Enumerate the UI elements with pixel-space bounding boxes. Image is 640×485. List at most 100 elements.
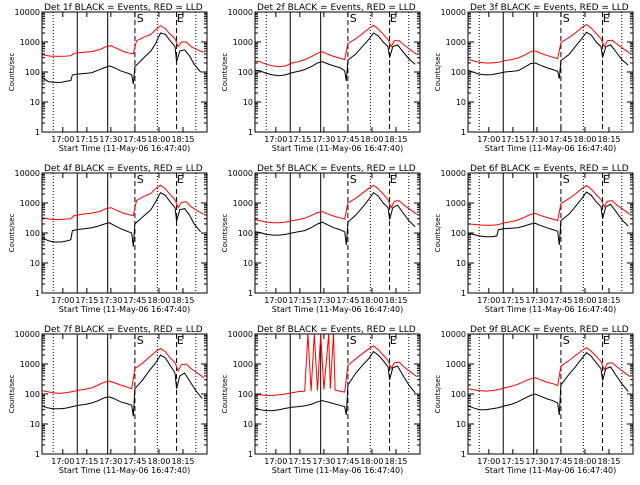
y-axis-label: Counts/sec	[8, 214, 16, 253]
marker-e: E	[177, 334, 184, 347]
x-tick-label: 17:30	[525, 457, 548, 466]
y-tick-label: 1000	[20, 38, 40, 47]
y-tick-label: 100	[451, 390, 466, 399]
y-tick-label: 10	[456, 259, 466, 268]
marker-s: S	[137, 334, 144, 347]
marker-e: E	[177, 173, 184, 186]
series-events	[42, 354, 203, 417]
y-tick-label: 100	[238, 390, 253, 399]
x-axis-label: Start Time (11-May-06 16:47:40)	[485, 305, 616, 314]
y-tick-label: 1	[461, 289, 466, 298]
y-axis-label: Counts/sec	[434, 53, 442, 92]
x-tick-label: 17:30	[312, 135, 335, 144]
y-tick-label: 1	[248, 450, 253, 459]
panel-title: Det 8f BLACK = Events, RED = LLD	[257, 325, 416, 335]
y-tick-label: 1000	[446, 199, 466, 208]
x-tick-label: 17:45	[549, 296, 572, 305]
y-tick-label: 1	[35, 289, 40, 298]
y-tick-label: 10	[456, 98, 466, 107]
x-tick-label: 17:15	[75, 135, 98, 144]
x-tick-label: 17:30	[525, 135, 548, 144]
series-lld	[468, 184, 631, 226]
y-tick-label: 1	[248, 289, 253, 298]
y-axis-label: Counts/sec	[434, 214, 442, 253]
x-tick-label: 17:45	[336, 296, 359, 305]
y-tick-label: 10	[30, 98, 40, 107]
series-lld	[468, 23, 631, 64]
y-axis-label: Counts/sec	[221, 214, 229, 253]
marker-s: S	[563, 173, 570, 186]
y-tick-label: 100	[451, 229, 466, 238]
plot-frame	[467, 11, 634, 133]
x-tick-label: 18:00	[360, 457, 383, 466]
x-axis-label: Start Time (11-May-06 16:47:40)	[485, 144, 616, 153]
x-tick-label: 17:15	[288, 296, 311, 305]
marker-s: S	[563, 12, 570, 25]
marker-e: E	[603, 173, 610, 186]
series-events	[255, 192, 416, 245]
marker-e: E	[603, 12, 610, 25]
x-tick-label: 17:15	[288, 457, 311, 466]
x-tick-label: 17:45	[123, 457, 146, 466]
x-axis-label: Start Time (11-May-06 16:47:40)	[485, 466, 616, 475]
y-tick-label: 1000	[233, 360, 253, 369]
plot-frame	[254, 333, 421, 455]
x-tick-label: 18:00	[360, 135, 383, 144]
y-axis-label: Counts/sec	[221, 53, 229, 92]
series-events	[468, 191, 629, 245]
x-tick-label: 17:00	[264, 296, 287, 305]
x-tick-label: 18:15	[597, 135, 620, 144]
y-tick-label: 10000	[15, 169, 40, 178]
x-tick-label: 17:45	[336, 457, 359, 466]
x-tick-label: 18:15	[171, 296, 194, 305]
x-tick-label: 17:15	[75, 457, 98, 466]
x-tick-label: 17:45	[549, 457, 572, 466]
marker-e: E	[177, 12, 184, 25]
x-tick-label: 17:30	[99, 135, 122, 144]
panel-title: Det 2f BLACK = Events, RED = LLD	[257, 3, 416, 13]
x-axis-label: Start Time (11-May-06 16:47:40)	[272, 144, 403, 153]
y-tick-label: 1000	[20, 199, 40, 208]
x-axis-label: Start Time (11-May-06 16:47:40)	[272, 305, 403, 314]
x-tick-label: 17:00	[51, 135, 74, 144]
series-events	[468, 351, 629, 416]
marker-s: S	[350, 12, 357, 25]
x-tick-label: 17:00	[477, 296, 500, 305]
x-tick-label: 18:15	[384, 135, 407, 144]
y-tick-label: 10000	[15, 8, 40, 17]
y-tick-label: 1000	[20, 360, 40, 369]
y-tick-label: 10000	[441, 169, 466, 178]
x-tick-label: 18:15	[171, 135, 194, 144]
y-tick-label: 10000	[228, 8, 253, 17]
x-tick-label: 18:00	[147, 457, 170, 466]
y-tick-label: 1	[35, 128, 40, 137]
series-events	[42, 32, 201, 84]
y-tick-label: 100	[25, 390, 40, 399]
marker-e: E	[603, 334, 610, 347]
y-tick-label: 1000	[446, 38, 466, 47]
y-tick-label: 100	[451, 68, 466, 77]
x-tick-label: 18:15	[171, 457, 194, 466]
series-lld	[42, 25, 204, 57]
marker-e: E	[390, 334, 397, 347]
y-tick-label: 1000	[233, 38, 253, 47]
marker-s: S	[350, 334, 357, 347]
x-tick-label: 17:00	[51, 296, 74, 305]
x-tick-label: 18:00	[573, 135, 596, 144]
y-tick-label: 100	[25, 229, 40, 238]
y-tick-label: 10	[30, 420, 40, 429]
x-tick-label: 17:15	[501, 135, 524, 144]
x-tick-label: 17:30	[525, 296, 548, 305]
x-tick-label: 18:15	[384, 296, 407, 305]
x-tick-label: 17:15	[501, 296, 524, 305]
y-tick-label: 10000	[441, 330, 466, 339]
y-axis-label: Counts/sec	[434, 375, 442, 414]
y-tick-label: 10000	[15, 330, 40, 339]
